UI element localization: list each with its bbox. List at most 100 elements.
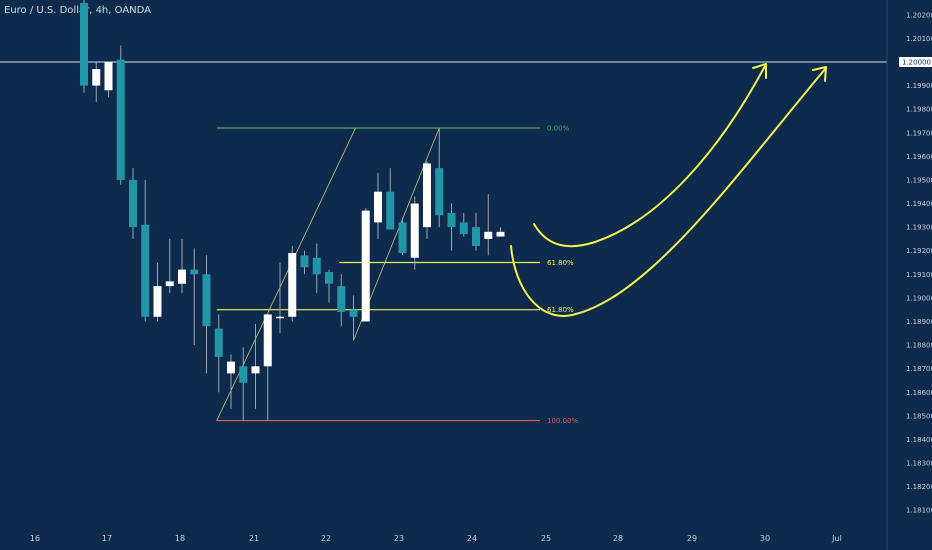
candle xyxy=(410,196,419,270)
candle xyxy=(288,245,297,322)
trend-line[interactable] xyxy=(216,127,356,421)
candle-body xyxy=(496,231,505,237)
candle xyxy=(386,168,395,230)
candle-body xyxy=(129,179,137,228)
y-tick-label: 1.18300 xyxy=(906,460,932,468)
candle-body xyxy=(227,361,235,374)
candle-body xyxy=(484,231,493,239)
y-tick-label: 1.19700 xyxy=(906,129,932,137)
candle xyxy=(129,168,137,239)
candle xyxy=(263,314,272,421)
x-tick-label: 28 xyxy=(613,534,623,543)
y-tick-label: 1.19500 xyxy=(906,176,932,184)
chart-title: Euro / U.S. Dollar, 4h, OANDA xyxy=(4,5,152,16)
candle-body xyxy=(80,3,88,86)
x-tick-label: 23 xyxy=(394,534,404,543)
candle-body xyxy=(472,227,480,246)
y-tick-label: 1.19900 xyxy=(906,82,932,90)
candle-body xyxy=(214,328,223,357)
x-tick-label: 21 xyxy=(249,534,259,543)
candle xyxy=(423,161,431,239)
y-tick-label: 1.19400 xyxy=(906,200,932,208)
candle-body xyxy=(165,281,174,287)
candle-body xyxy=(423,163,431,228)
candle xyxy=(178,238,186,294)
candle xyxy=(312,243,321,294)
candle xyxy=(398,217,407,256)
candle xyxy=(374,172,382,239)
candle-body xyxy=(447,212,456,228)
candle-body xyxy=(435,168,444,216)
candle-body xyxy=(276,316,284,319)
x-tick-label: Jul xyxy=(831,534,842,543)
candle xyxy=(337,274,346,327)
candle-body xyxy=(104,61,113,91)
y-tick-label: 1.18400 xyxy=(906,436,932,444)
y-tick-label: 1.18800 xyxy=(906,342,932,350)
candle xyxy=(227,354,235,409)
x-tick-label: 29 xyxy=(687,534,697,543)
candle xyxy=(472,212,480,251)
arrow-head xyxy=(812,66,827,82)
y-tick-label: 1.18700 xyxy=(906,365,932,373)
y-tick-label: 1.19800 xyxy=(906,106,932,114)
candle xyxy=(214,314,223,393)
candle xyxy=(190,248,199,346)
candle-body xyxy=(178,269,186,284)
candle-body xyxy=(288,253,297,317)
y-tick-label: 1.19100 xyxy=(906,271,932,279)
candle-body xyxy=(361,210,370,322)
candle-body xyxy=(263,314,272,367)
candle-body xyxy=(153,286,162,317)
candle xyxy=(80,0,88,93)
arrow-head xyxy=(752,63,767,79)
candle xyxy=(435,128,444,228)
y-tick-label: 1.19000 xyxy=(906,294,932,302)
candle-body xyxy=(202,274,211,327)
x-tick-label: 25 xyxy=(541,534,551,543)
y-tick-label: 1.20100 xyxy=(906,35,932,43)
candle xyxy=(116,45,125,185)
y-tick-label: 1.18100 xyxy=(906,507,932,515)
candle-body xyxy=(300,255,309,268)
y-tick-label: 1.18600 xyxy=(906,389,932,397)
candle xyxy=(202,255,211,374)
candle xyxy=(165,238,174,294)
candle-body xyxy=(141,224,150,317)
fib-level-label: 0.00% xyxy=(547,125,570,133)
arrow-path xyxy=(533,65,766,248)
y-tick-label: 1.18500 xyxy=(906,412,932,420)
candle xyxy=(361,208,370,322)
candle xyxy=(349,295,358,341)
fib-level-label: 61.80% xyxy=(547,259,574,267)
candle xyxy=(92,61,101,103)
candle-body xyxy=(92,69,101,86)
projection-arrow[interactable] xyxy=(510,66,827,317)
y-tick-label: 1.18900 xyxy=(906,318,932,326)
x-tick-label: 24 xyxy=(467,534,477,543)
candle-body xyxy=(374,191,382,223)
candle-body xyxy=(312,257,321,275)
candle xyxy=(276,262,284,334)
projection-arrow[interactable] xyxy=(533,63,767,248)
candle-body xyxy=(337,286,346,313)
candle-body xyxy=(116,59,125,180)
candle xyxy=(251,323,260,409)
candle xyxy=(484,194,493,256)
candle-body xyxy=(459,222,468,235)
candle xyxy=(325,269,333,303)
candle-body xyxy=(251,366,260,374)
y-tick-label: 1.18200 xyxy=(906,483,932,491)
candle-body xyxy=(190,269,199,275)
candle-body xyxy=(239,366,248,383)
candle xyxy=(239,347,248,421)
arrow-path xyxy=(510,67,827,317)
candle xyxy=(153,262,162,322)
y-tick-label: 1.19600 xyxy=(906,153,932,161)
candle-body xyxy=(410,203,419,258)
y-tick-label: 1.20000 xyxy=(902,58,931,66)
candle-body xyxy=(349,309,358,317)
candle xyxy=(300,250,309,275)
current-price-badge xyxy=(899,56,932,67)
